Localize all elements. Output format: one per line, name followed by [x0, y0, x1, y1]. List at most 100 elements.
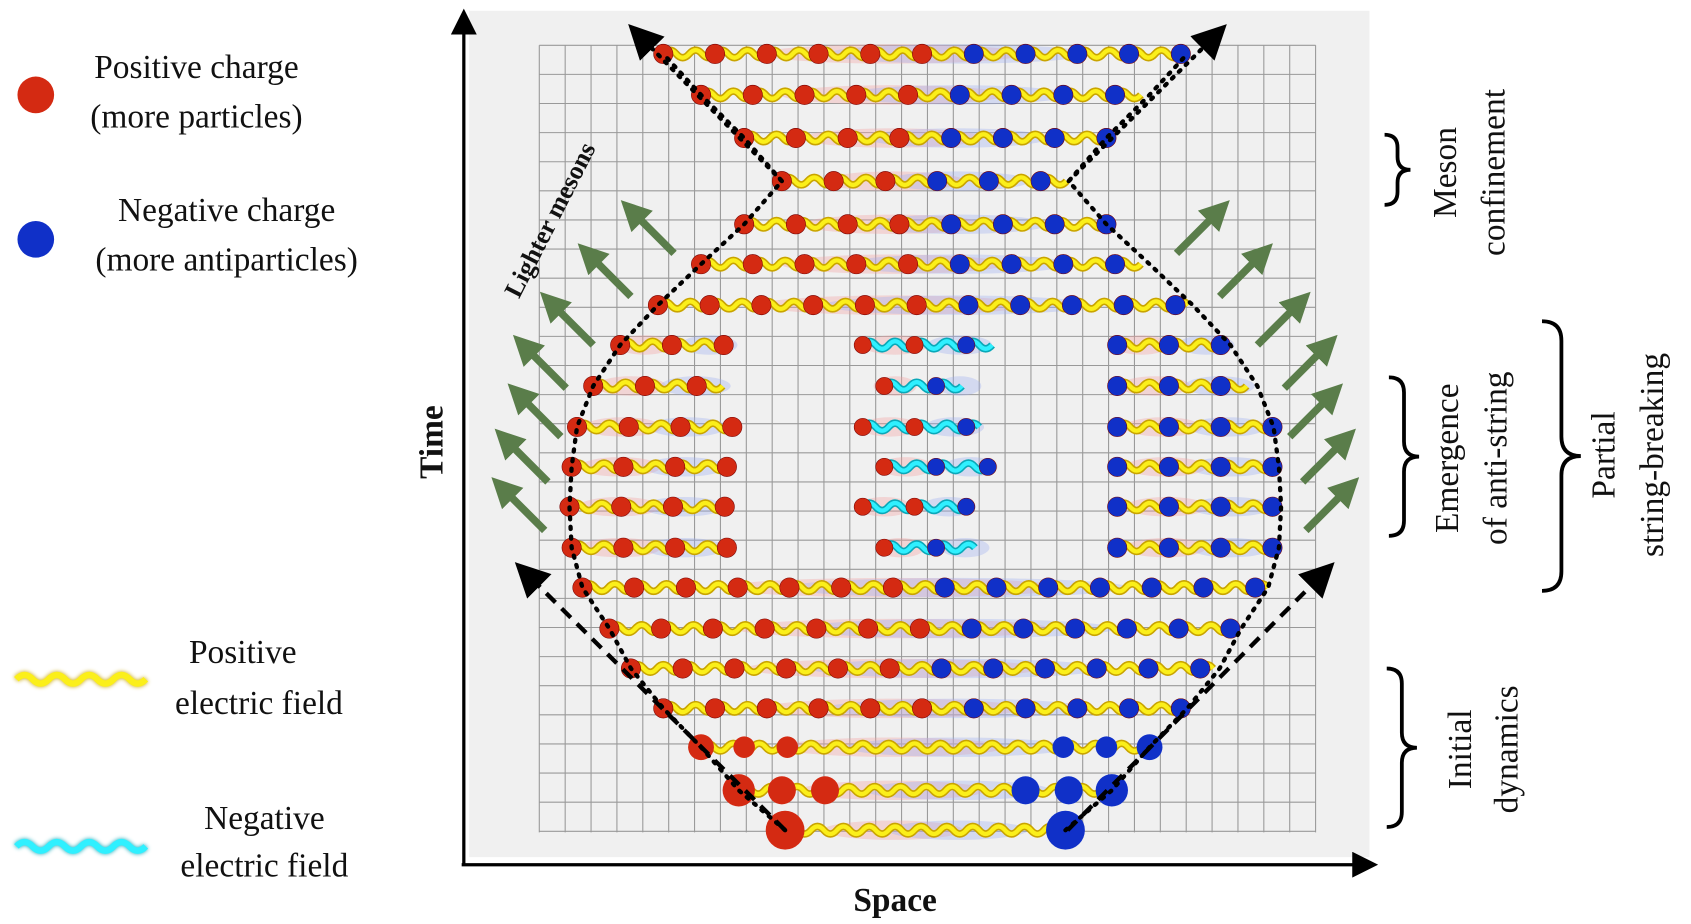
charge [890, 215, 909, 234]
charge [927, 171, 946, 190]
charge [1194, 578, 1213, 597]
charge [703, 619, 722, 638]
charge [962, 619, 981, 638]
charge [993, 128, 1012, 147]
charge [1090, 578, 1109, 597]
legend-label: Positive [189, 634, 297, 671]
charge [855, 295, 874, 314]
charge [1169, 619, 1188, 638]
charge [614, 538, 633, 557]
charge [663, 497, 682, 516]
charge [705, 44, 724, 63]
charge [906, 498, 923, 515]
legend-label: (more antiparticles) [95, 242, 358, 279]
charge [1119, 699, 1138, 718]
charge [743, 254, 762, 273]
charge [671, 417, 690, 436]
legend-label: electric field [180, 848, 348, 885]
charge [614, 457, 633, 476]
charge [964, 44, 983, 63]
charge [912, 699, 931, 718]
phase-label: confinement [1475, 88, 1512, 256]
brace [1389, 377, 1419, 535]
charge [964, 699, 983, 718]
charge [1107, 335, 1126, 354]
charge [807, 619, 826, 638]
charge [676, 578, 695, 597]
charge [876, 377, 893, 394]
charge [1012, 776, 1040, 804]
charge [838, 215, 857, 234]
charge [987, 578, 1006, 597]
charge [1114, 295, 1133, 314]
charge [854, 498, 871, 515]
charge [958, 498, 975, 515]
legend-label: Positive charge [94, 49, 298, 86]
charge [809, 699, 828, 718]
charge [898, 254, 917, 273]
charge [838, 128, 857, 147]
charge [768, 776, 796, 804]
charge [1065, 619, 1084, 638]
charge [1159, 335, 1178, 354]
charge [803, 295, 822, 314]
charge [717, 538, 736, 557]
charge [890, 128, 909, 147]
charge [600, 619, 619, 638]
charge [780, 578, 799, 597]
brace [1542, 321, 1581, 591]
legend-label: (more particles) [90, 98, 302, 135]
charge [757, 699, 776, 718]
charge [662, 335, 681, 354]
charge [1119, 44, 1138, 63]
charge [1211, 335, 1230, 354]
charge [858, 619, 877, 638]
charge [619, 417, 638, 436]
charge [932, 659, 951, 678]
charge [1054, 254, 1073, 273]
charge [1087, 659, 1106, 678]
charge [847, 254, 866, 273]
charge [1068, 699, 1087, 718]
charge [1038, 578, 1057, 597]
legend-label: electric field [175, 685, 343, 722]
charge [1014, 619, 1033, 638]
charge [1031, 171, 1050, 190]
charge [1045, 128, 1064, 147]
charge [717, 457, 736, 476]
charge [1211, 457, 1230, 476]
diagram: Time Space Lighter mesons Positive charg… [0, 0, 1691, 924]
charge [1159, 376, 1178, 395]
charge [809, 44, 828, 63]
charge [1002, 254, 1021, 273]
phase-label: Initial [1442, 709, 1479, 789]
charge [1159, 538, 1178, 557]
charge [950, 254, 969, 273]
charge [958, 418, 975, 435]
charge [907, 295, 926, 314]
charge [1107, 417, 1126, 436]
charge [715, 497, 734, 516]
charge [912, 44, 931, 63]
charge [876, 458, 893, 475]
charge [757, 44, 776, 63]
charge [1068, 44, 1087, 63]
charge [1107, 497, 1126, 516]
charge [651, 619, 670, 638]
charge [1096, 736, 1118, 758]
charge [910, 619, 929, 638]
charge [880, 659, 899, 678]
charge [1055, 776, 1083, 804]
charge [906, 418, 923, 435]
charge [883, 578, 902, 597]
charge [854, 418, 871, 435]
phase-label: Emergence [1429, 383, 1466, 533]
charge [1159, 497, 1178, 516]
charge [979, 458, 996, 475]
charge [1054, 85, 1073, 104]
charge [906, 336, 923, 353]
charge [935, 578, 954, 597]
charge [1105, 85, 1124, 104]
charge [927, 377, 944, 394]
charge [776, 659, 795, 678]
